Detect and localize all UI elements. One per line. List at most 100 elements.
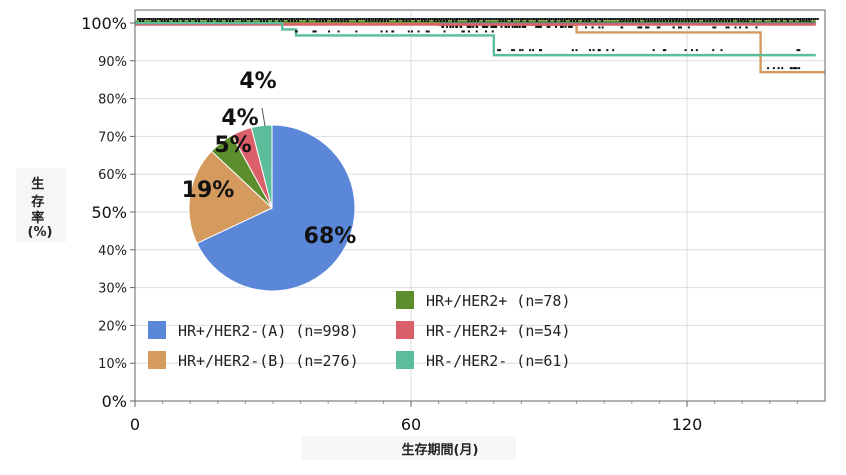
censor-mark (506, 18, 509, 20)
censor-mark (721, 20, 724, 22)
censor-mark (209, 18, 212, 20)
censor-mark (768, 18, 771, 20)
censor-mark (441, 25, 444, 28)
censor-mark (181, 18, 183, 20)
censor-mark (408, 20, 411, 22)
censor-mark (720, 49, 723, 52)
censor-mark (515, 18, 518, 20)
censor-mark (225, 20, 228, 22)
censor-mark (797, 18, 799, 20)
censor-mark (788, 18, 791, 20)
censor-mark (607, 18, 610, 20)
censor-mark (640, 18, 643, 20)
plot-frame (134, 9, 826, 402)
censor-mark (678, 18, 681, 20)
censor-mark (363, 18, 366, 20)
censor-mark (453, 18, 456, 20)
censor-mark (214, 18, 216, 20)
censor-mark (793, 67, 796, 70)
censor-mark (497, 18, 500, 20)
censor-mark (676, 18, 678, 20)
censor-mark (690, 49, 693, 52)
censor-mark (511, 25, 514, 28)
pie-chart: 68%19%5%4%4% (182, 69, 356, 292)
censor-mark (790, 67, 793, 70)
censor-mark (504, 20, 507, 22)
censor-mark (255, 18, 258, 20)
censor-mark (656, 20, 659, 22)
censor-mark (425, 30, 428, 33)
censor-mark (192, 18, 194, 20)
censor-mark (759, 18, 762, 20)
censor-mark (482, 18, 485, 20)
censor-mark (357, 18, 359, 20)
censor-mark (712, 26, 715, 29)
censor-mark (582, 20, 585, 22)
censor-mark (753, 18, 755, 20)
censor-mark (570, 25, 573, 28)
censor-mark (711, 18, 714, 20)
censor-mark (687, 18, 689, 20)
censor-mark (436, 20, 439, 22)
censor-mark (777, 67, 780, 70)
censor-mark (493, 18, 496, 20)
censor-mark (646, 26, 649, 29)
censor-mark (445, 25, 448, 28)
censor-mark (258, 18, 260, 20)
censor-mark (241, 20, 244, 22)
censor-mark (416, 18, 419, 20)
censor-mark (284, 18, 287, 20)
censor-mark (535, 18, 538, 20)
censor-mark (654, 18, 656, 20)
censor-mark (306, 20, 309, 22)
censor-mark (447, 18, 450, 20)
censor-mark (394, 18, 397, 20)
censor-mark (697, 20, 699, 22)
y-tick-label: 70% (98, 130, 127, 145)
censor-mark (187, 18, 190, 20)
censor-mark (555, 25, 558, 28)
censor-mark (173, 20, 176, 22)
censor-mark (583, 18, 586, 20)
pie-label-2: 5% (214, 133, 251, 158)
censor-mark (340, 20, 343, 22)
censor-mark (622, 20, 625, 22)
censor-mark (216, 18, 219, 20)
censor-mark (302, 18, 304, 20)
censor-mark (662, 49, 665, 52)
censor-mark (499, 49, 502, 52)
censor-mark (427, 18, 430, 20)
censor-mark (383, 20, 386, 22)
censor-mark (490, 25, 493, 28)
censor-mark (564, 25, 567, 28)
censor-mark (581, 18, 584, 20)
censor-mark (620, 26, 623, 29)
censor-mark (494, 25, 497, 28)
censor-mark (722, 18, 725, 20)
censor-mark (594, 18, 597, 20)
censor-mark (588, 20, 591, 22)
censor-mark (150, 18, 153, 20)
censor-mark (695, 49, 698, 52)
censor-mark (337, 18, 340, 20)
censor-mark (229, 18, 232, 20)
censor-mark (559, 18, 562, 20)
censor-mark (548, 20, 551, 22)
censor-mark (616, 18, 619, 20)
censor-mark (679, 26, 682, 29)
censor-mark (174, 18, 177, 20)
censor-mark (803, 18, 806, 20)
legend-label-4: HR-/HER2- (n=61) (426, 352, 571, 370)
censor-mark (546, 18, 549, 20)
censor-mark (398, 18, 401, 20)
censor-mark (684, 49, 687, 52)
censor-mark (196, 18, 199, 20)
censor-mark (337, 30, 340, 33)
censor-mark (805, 20, 808, 22)
censor-mark (160, 20, 163, 22)
censor-mark (216, 20, 219, 22)
censor-mark (297, 18, 300, 20)
censor-mark (500, 18, 502, 20)
censor-mark (733, 18, 736, 20)
legend-label-3: HR-/HER2+ (n=54) (426, 322, 571, 340)
